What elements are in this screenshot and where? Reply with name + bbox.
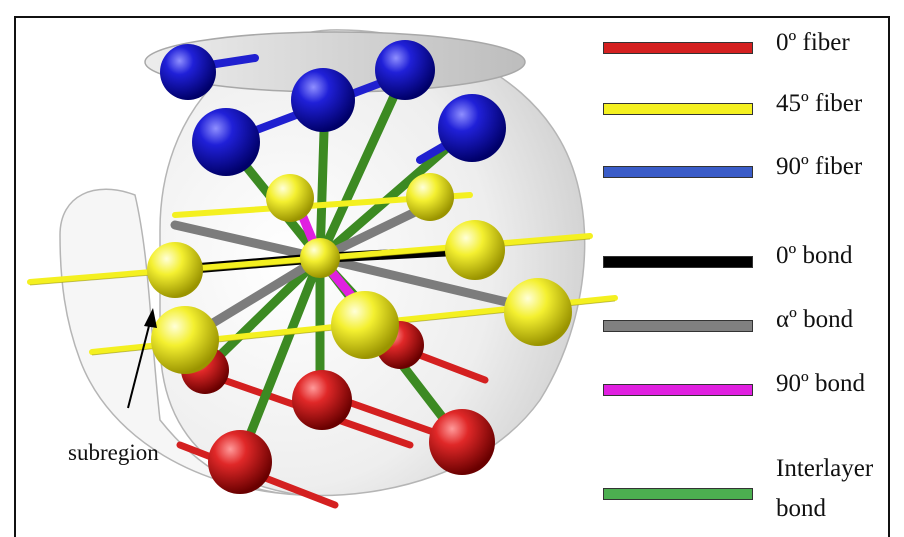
yellow-nodes: [147, 173, 572, 374]
legend-swatch-fiber-45: [603, 103, 753, 115]
legend-label-bond-alpha: αº bond: [776, 306, 854, 333]
legend-label-interlayer: Interlayer: [776, 455, 874, 482]
figure-border: [14, 16, 890, 537]
legend-label-interlayer-2: bond: [776, 495, 826, 522]
legend-swatch-interlayer: [603, 488, 753, 500]
legend-label-bond-0: 0º bond: [776, 242, 853, 269]
legend-swatch-bond-0: [603, 256, 753, 268]
legend-label-fiber-0: 0º fiber: [776, 29, 850, 56]
legend-label-bond-90: 90º bond: [776, 370, 866, 397]
legend-label-fiber-90: 90º fiber: [776, 153, 863, 180]
blue-nodes: [160, 40, 506, 176]
legend-swatch-bond-alpha: [603, 320, 753, 332]
legend-swatch-fiber-0: [603, 42, 753, 54]
subregion-arrow: [127, 308, 157, 409]
legend-swatch-fiber-90: [603, 166, 753, 178]
legend-swatch-bond-90: [603, 384, 753, 396]
legend-label-fiber-45: 45º fiber: [776, 90, 863, 117]
subregion-label: subregion: [68, 440, 159, 465]
